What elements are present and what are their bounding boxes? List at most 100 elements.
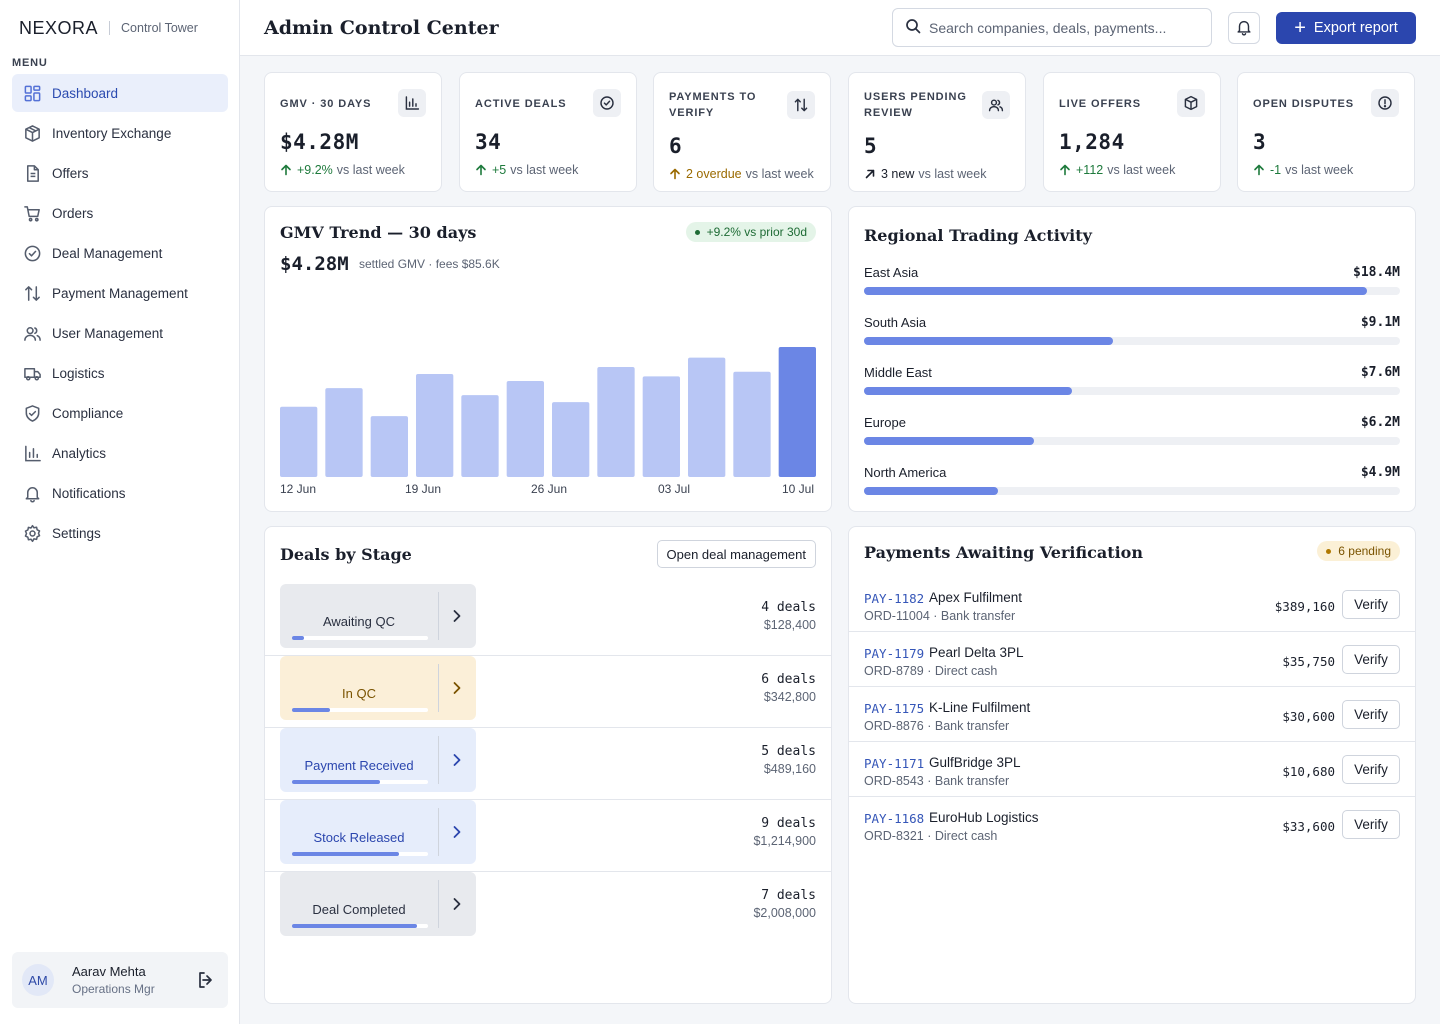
region-value: $7.6M xyxy=(1360,365,1400,380)
sidebar-item-label: Payment Management xyxy=(52,285,188,301)
region-name: Middle East xyxy=(864,365,932,380)
users-icon xyxy=(22,323,42,343)
region-bar-track xyxy=(864,487,1400,495)
stage-name: Payment Received xyxy=(304,758,414,773)
arrow-up-icon xyxy=(281,164,291,176)
verify-button[interactable]: Verify xyxy=(1342,645,1400,674)
chevron-right-icon[interactable] xyxy=(448,606,466,626)
header: Admin Control Center + Export report xyxy=(240,0,1440,56)
gmv-bar[interactable] xyxy=(416,374,454,477)
payments-panel-title: Payments Awaiting Verification xyxy=(864,543,1143,562)
payment-amount: $33,600 xyxy=(1282,819,1335,834)
chevron-right-icon[interactable] xyxy=(448,678,466,698)
sidebar-item-logistics[interactable]: Logistics xyxy=(12,354,228,392)
stat-card-active-deals[interactable]: ACTIVE DEALS 34 +5 vs last week xyxy=(459,72,637,192)
chevron-right-icon[interactable] xyxy=(448,894,466,914)
box-icon xyxy=(22,123,42,143)
stat-card-users-pending[interactable]: USERS PENDING REVIEW 5 3 new vs last wee… xyxy=(848,72,1026,192)
sidebar-item-user-management[interactable]: User Management xyxy=(12,314,228,352)
search-input[interactable] xyxy=(929,19,1199,36)
stage-card[interactable]: Awaiting QC xyxy=(280,584,476,648)
gmv-bar[interactable] xyxy=(506,381,544,477)
chevron-right-icon[interactable] xyxy=(448,750,466,770)
sidebar-item-analytics[interactable]: Analytics xyxy=(12,434,228,472)
chevron-right-icon[interactable] xyxy=(448,822,466,842)
search-box[interactable] xyxy=(892,8,1212,47)
payment-order-method: ORD-8789 · Direct cash xyxy=(864,664,998,678)
sidebar-item-settings[interactable]: Settings xyxy=(12,514,228,552)
gmv-bar[interactable] xyxy=(597,367,635,477)
gmv-bar[interactable] xyxy=(325,388,363,477)
stat-card-gmv[interactable]: GMV · 30 DAYS $4.28M +9.2% vs last week xyxy=(264,72,442,192)
payment-id[interactable]: PAY-1171 xyxy=(864,756,925,771)
stat-label: OPEN DISPUTES xyxy=(1253,98,1354,110)
sidebar-item-orders[interactable]: Orders xyxy=(12,194,228,232)
verify-button[interactable]: Verify xyxy=(1342,755,1400,784)
divider xyxy=(438,736,439,784)
open-deal-management-button[interactable]: Open deal management xyxy=(656,540,816,568)
gmv-bar[interactable] xyxy=(642,376,680,477)
sidebar-item-offers[interactable]: Offers xyxy=(12,154,228,192)
divider xyxy=(438,880,439,928)
sidebar-item-label: Settings xyxy=(52,525,101,541)
gmv-bar[interactable] xyxy=(552,402,590,477)
payment-id[interactable]: PAY-1179 xyxy=(864,646,925,661)
verify-button[interactable]: Verify xyxy=(1342,590,1400,619)
payment-id[interactable]: PAY-1182 xyxy=(864,591,925,606)
stat-card-open-disputes[interactable]: OPEN DISPUTES 3 -1 vs last week xyxy=(1237,72,1415,192)
plus-icon: + xyxy=(1294,17,1306,39)
sidebar-item-compliance[interactable]: Compliance xyxy=(12,394,228,432)
payment-row: PAY-1171 GulfBridge 3PL ORD-8543 · Bank tr… xyxy=(849,742,1415,797)
gmv-bar[interactable] xyxy=(733,371,771,477)
gmv-change-badge: +9.2% vs prior 30d xyxy=(685,222,816,242)
stat-card-live-offers[interactable]: LIVE OFFERS 1,284 +112 vs last week xyxy=(1043,72,1221,192)
stage-card[interactable]: Deal Completed xyxy=(280,872,476,936)
logout-icon[interactable] xyxy=(194,968,218,992)
gmv-bar[interactable] xyxy=(778,347,816,477)
stat-delta-suffix: vs last week xyxy=(745,167,814,181)
sidebar-item-inventory-exchange[interactable]: Inventory Exchange xyxy=(12,114,228,152)
x-tick-label: 26 Jun xyxy=(531,482,568,496)
arrow-up-icon xyxy=(1060,164,1070,176)
gmv-bar[interactable] xyxy=(280,406,318,477)
stat-delta-suffix: vs last week xyxy=(336,163,405,177)
payment-id[interactable]: PAY-1168 xyxy=(864,811,925,826)
payment-row: PAY-1179 Pearl Delta 3PL ORD-8789 · Direct… xyxy=(849,632,1415,687)
stat-delta-value: +5 xyxy=(492,163,507,177)
region-name: South Asia xyxy=(864,315,927,330)
sidebar-item-notifications[interactable]: Notifications xyxy=(12,474,228,512)
stat-value: 34 xyxy=(475,130,502,154)
region-bar-fill xyxy=(864,287,1368,295)
gmv-bar[interactable] xyxy=(370,416,408,477)
verify-button[interactable]: Verify xyxy=(1342,810,1400,839)
stage-amount: $128,400 xyxy=(763,618,816,632)
verify-button[interactable]: Verify xyxy=(1342,700,1400,729)
stage-progress-fill xyxy=(292,708,331,712)
payment-order-method: ORD-8543 · Bank transfer xyxy=(864,774,1010,788)
region-bar-fill xyxy=(864,487,998,495)
export-report-button[interactable]: + Export report xyxy=(1276,12,1416,44)
arrows-updown-icon xyxy=(22,283,42,303)
region-name: Europe xyxy=(864,415,906,430)
sidebar-item-dashboard[interactable]: Dashboard xyxy=(12,74,228,112)
region-value: $9.1M xyxy=(1360,315,1400,330)
stage-card[interactable]: Stock Released xyxy=(280,800,476,864)
gmv-bar[interactable] xyxy=(461,395,499,477)
sidebar-item-deal-management[interactable]: Deal Management xyxy=(12,234,228,272)
shield-icon xyxy=(22,403,42,423)
sidebar-item-payment-management[interactable]: Payment Management xyxy=(12,274,228,312)
pending-badge: 6 pending xyxy=(1317,541,1400,561)
document-icon xyxy=(22,163,42,183)
notifications-button[interactable] xyxy=(1228,12,1260,44)
stage-card[interactable]: In QC xyxy=(280,656,476,720)
stat-value: 3 xyxy=(1253,130,1267,154)
region-bar-track xyxy=(864,287,1400,295)
stage-name: Awaiting QC xyxy=(322,614,395,629)
stat-value: $4.28M xyxy=(280,130,359,154)
payment-id[interactable]: PAY-1175 xyxy=(864,701,925,716)
stat-label: USERS PENDING REVIEW xyxy=(864,91,967,119)
gmv-bar[interactable] xyxy=(688,357,726,477)
stat-card-payments-to-verify[interactable]: PAYMENTS TO VERIFY 6 2 overdue vs last w… xyxy=(653,72,831,192)
stage-card[interactable]: Payment Received xyxy=(280,728,476,792)
stage-name: Deal Completed xyxy=(312,902,406,917)
